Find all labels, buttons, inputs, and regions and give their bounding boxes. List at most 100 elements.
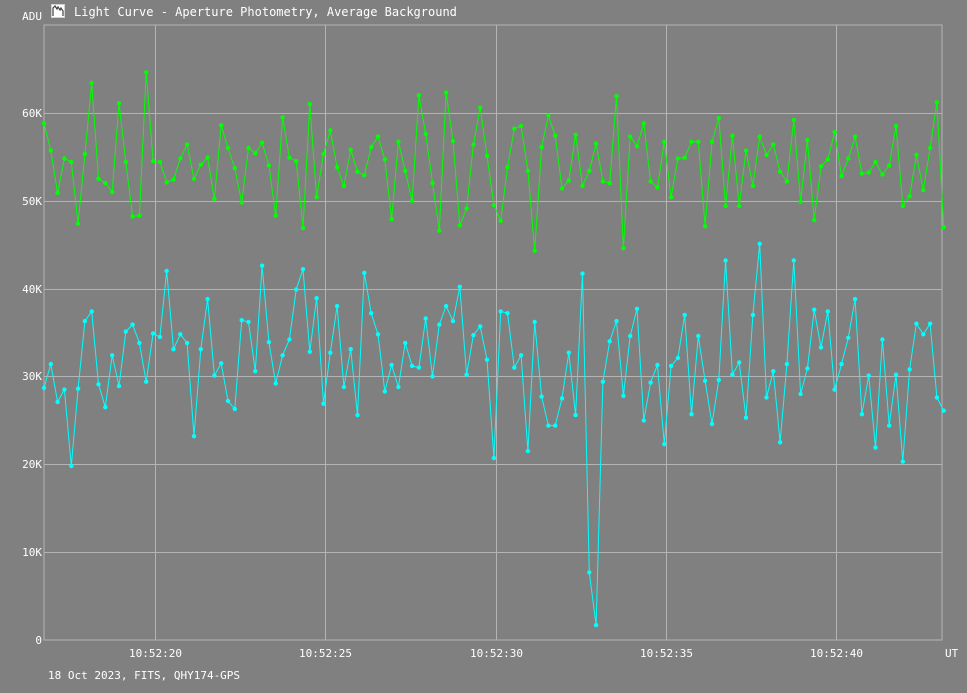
data-point [355,169,360,174]
data-point [389,217,394,222]
data-point [212,196,217,202]
data-point [553,423,558,428]
data-point [375,332,381,337]
data-point [273,381,278,386]
data-point [600,379,606,384]
data-point [82,151,88,157]
window-title: Light Curve - Aperture Photometry, Avera… [74,5,457,19]
observation-caption: 18 Oct 2023, FITS, QHY174-GPS [48,669,241,682]
data-point [696,333,701,339]
data-point [757,134,762,139]
data-point [314,195,319,200]
data-point [587,168,592,173]
data-point [423,131,428,137]
data-point [48,361,53,367]
data-point [900,459,905,464]
data-point [771,142,776,147]
light-curve-app-icon[interactable] [51,4,65,18]
data-point [123,329,128,334]
data-point [859,171,865,176]
data-point [702,378,708,383]
data-point [887,163,892,168]
data-point [137,213,142,218]
data-point [812,307,817,312]
data-point [219,123,224,128]
data-point [539,144,544,150]
data-point [512,365,517,370]
data-point [205,296,210,302]
data-point [737,203,742,209]
data-point [266,340,272,345]
data-point [621,393,626,398]
data-point [798,199,803,204]
data-point [887,423,892,428]
data-point [96,176,101,181]
data-point [805,366,810,371]
data-point [757,241,762,246]
data-point [812,217,817,223]
data-point [362,270,367,275]
data-point [178,332,183,337]
data-point [675,156,681,161]
data-point [409,198,415,203]
data-point [805,137,810,143]
data-point [62,156,67,161]
data-point [328,128,333,133]
x-tick-label: 10:52:20 [129,647,182,660]
data-point [280,115,285,120]
grid [43,24,943,641]
data-point [614,94,619,99]
data-point [559,186,565,191]
data-point [866,373,871,378]
data-point [689,412,694,417]
data-point [518,123,524,129]
data-point [825,157,830,162]
data-point [423,316,428,321]
data-point [764,152,769,158]
data-point [403,168,408,173]
data-point [634,306,640,311]
data-point [934,395,940,400]
data-point [369,311,374,316]
data-point [791,258,796,263]
data-point [818,345,824,350]
data-point [927,321,933,326]
data-point [832,130,837,135]
data-point [893,372,899,377]
data-point [89,309,94,314]
data-point [498,218,503,224]
data-point [553,133,558,138]
data-point [239,318,244,323]
series-green [41,70,946,253]
data-point [321,151,326,157]
data-point [784,179,790,184]
data-point [777,169,783,174]
x-tick-label: 10:52:25 [299,647,352,660]
data-point [532,248,537,253]
data-point [110,189,115,195]
data-point [75,221,81,226]
data-point [907,194,912,199]
data-point [171,347,176,352]
data-point [62,387,67,392]
data-point [198,347,203,352]
data-point [266,163,272,168]
data-point [389,362,394,368]
data-point [157,159,163,165]
data-point [355,412,360,418]
data-point [818,164,824,169]
data-point [464,206,469,211]
data-point [621,246,626,251]
data-point [491,455,497,461]
data-point [89,80,94,86]
data-point [416,365,422,370]
data-point [641,121,646,126]
data-point [580,183,585,188]
data-point [478,105,483,110]
series-line [43,72,945,251]
data-point [518,353,524,358]
data-point [921,332,926,337]
data-point [328,350,333,355]
data-point [457,284,462,289]
